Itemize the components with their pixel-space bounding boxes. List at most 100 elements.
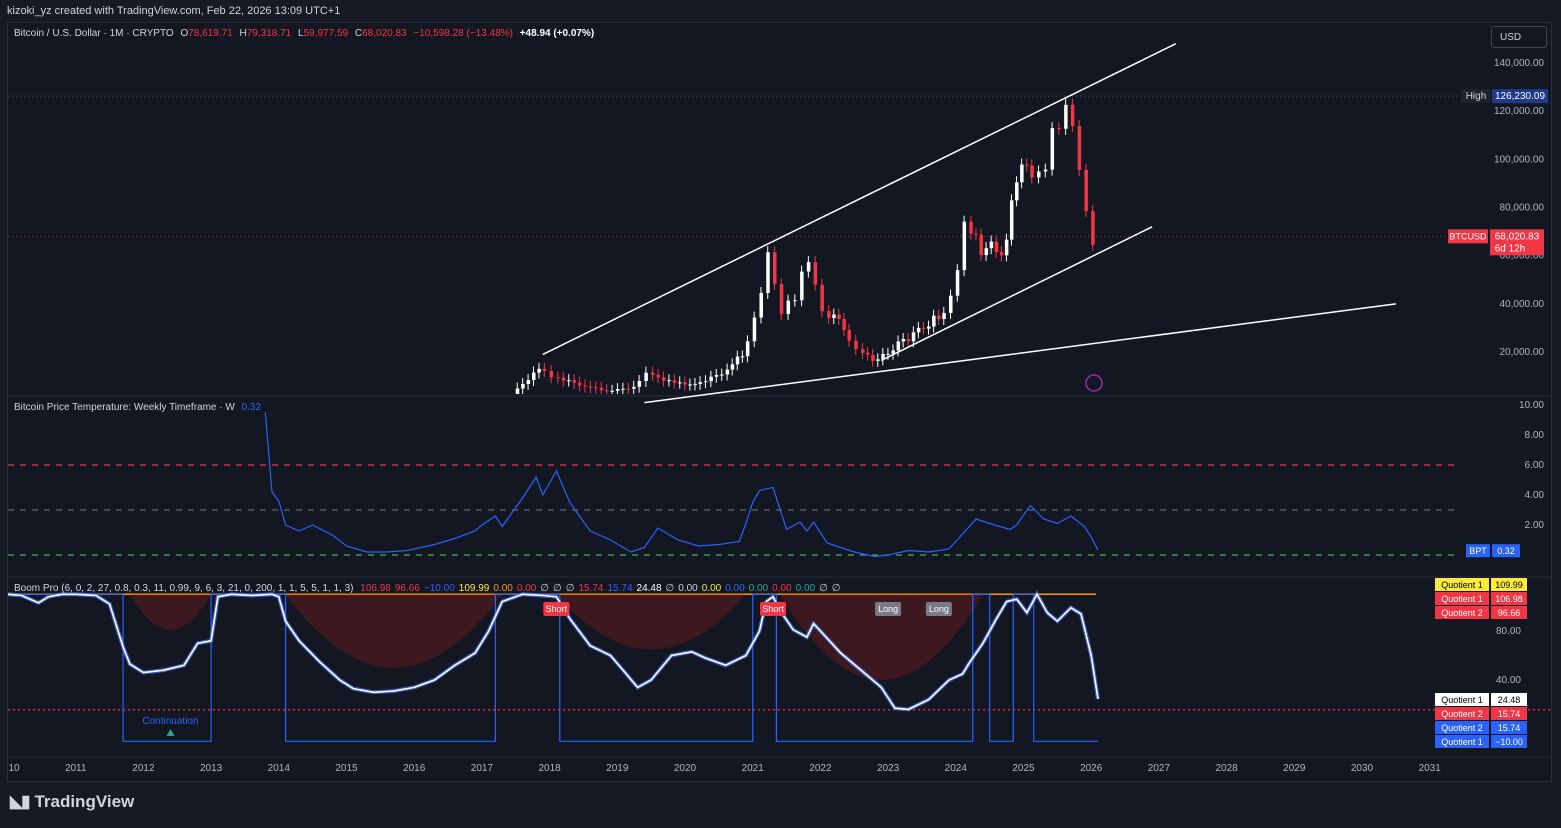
long-signal: Long xyxy=(875,602,902,616)
quotient-tag-label-bg xyxy=(1435,693,1489,706)
quotient-tag-label-bg xyxy=(1435,606,1489,619)
price-tick-label: 40,000.00 xyxy=(1500,299,1545,310)
candle xyxy=(720,374,724,376)
short-signal: Short xyxy=(543,602,570,616)
candle xyxy=(1009,200,1014,240)
time-tick-label: 2028 xyxy=(1215,763,1238,774)
boom-legend-value: 0.00 xyxy=(516,583,537,594)
price-tick-label: 100,000.00 xyxy=(1494,154,1544,165)
candle xyxy=(759,292,763,318)
time-tick-label: 2023 xyxy=(877,763,900,774)
bpt-tick-label: 4.00 xyxy=(1525,490,1545,501)
signal-label: Long xyxy=(878,604,898,614)
signal-badge xyxy=(543,602,570,616)
candle xyxy=(561,377,566,381)
bpt-tick-label: 2.00 xyxy=(1525,520,1545,531)
boom-tick-label: 80.00 xyxy=(1496,626,1521,637)
quotient-tag: Quotient 2 15.74 xyxy=(1435,721,1527,734)
boom-band xyxy=(556,594,746,650)
candle xyxy=(626,388,631,390)
signal-badge xyxy=(875,602,902,616)
candle xyxy=(542,368,547,371)
boom-legend[interactable]: Boom Pro (6, 0, 2, 27, 0.8, 0.3, 11, 0.9… xyxy=(14,583,845,594)
boom-tick-label: 40.00 xyxy=(1496,675,1521,686)
axes: 140,000.00 120,000.00 100,000.00 80,000.00 6… xyxy=(8,58,1548,774)
bpt-title[interactable]: Bitcoin Price Temperature: Weekly Timefr… xyxy=(14,402,235,413)
close-label: C xyxy=(354,28,363,39)
candle xyxy=(605,390,609,392)
candle xyxy=(871,354,875,361)
continuation-arrow-icon xyxy=(166,729,175,736)
candle xyxy=(901,339,906,342)
bpt-legend[interactable]: Bitcoin Price Temperature: Weekly Timefr… xyxy=(14,402,265,413)
candle xyxy=(766,252,770,293)
tradingview-logo[interactable]: ◣▮ TradingView xyxy=(10,792,134,812)
candle xyxy=(886,353,890,355)
boom-legend-value: 0.00 xyxy=(748,583,769,594)
quotient-tag-value-bg xyxy=(1491,735,1527,748)
chart-area[interactable] xyxy=(7,22,1552,782)
continuation-label: Continuation xyxy=(142,716,198,727)
bpt-tick-label: 10.00 xyxy=(1519,400,1544,411)
high-value: 79,318.71 xyxy=(246,28,292,39)
lower-channel-line xyxy=(880,226,1153,362)
quotient-tag-value-bg xyxy=(1491,707,1527,720)
candle xyxy=(632,386,636,389)
candle xyxy=(773,252,777,285)
short-signal: Short xyxy=(760,602,787,616)
boom-legend-value: ∅ xyxy=(831,583,841,594)
boom-legend-value: 0.00 xyxy=(701,583,722,594)
quotient-tag-value-bg xyxy=(1491,693,1527,706)
currency-button[interactable]: USD xyxy=(1491,26,1547,48)
main-legend[interactable]: Bitcoin / U.S. Dollar · 1M · CRYPTO O78,… xyxy=(14,28,598,39)
candle xyxy=(637,380,642,387)
candle xyxy=(644,372,648,381)
boom-legend-value: 0.00 xyxy=(725,583,745,594)
low-value: 59,977.59 xyxy=(303,28,349,39)
candle xyxy=(927,326,931,329)
candle xyxy=(800,271,804,301)
price-tag-countdown: 6d 12h xyxy=(1495,243,1526,254)
boom-legend-value: ∅ xyxy=(665,583,675,594)
boom-legend-value: 15.74 xyxy=(578,583,604,594)
candle xyxy=(891,350,895,354)
candle xyxy=(994,241,999,252)
candle xyxy=(969,221,973,234)
price-tag-value: 68,020.83 xyxy=(1495,231,1540,242)
candle xyxy=(661,377,666,381)
candle xyxy=(1050,128,1055,170)
signal-badge xyxy=(925,602,952,616)
candle xyxy=(820,284,824,312)
quotient-tag: Quotient 1 24.48 xyxy=(1435,693,1527,706)
candle xyxy=(1070,104,1075,127)
tradingview-logo-icon: ◣▮ xyxy=(10,792,30,811)
candle xyxy=(610,390,615,392)
boom-oscillator-line xyxy=(7,592,1099,711)
candle xyxy=(921,327,926,329)
candle xyxy=(876,359,880,361)
signal-label: Short xyxy=(762,604,784,614)
quotient-tag-value-bg xyxy=(1491,721,1527,734)
extra-value: +48.94 (+0.07%) xyxy=(519,28,595,39)
quotient-tag-label-bg xyxy=(1435,735,1489,748)
time-tick-label: 2019 xyxy=(606,763,629,774)
quotient-tag-value-bg xyxy=(1491,606,1527,619)
high-tag-value-bg xyxy=(1492,89,1548,104)
candle xyxy=(786,300,791,314)
candle xyxy=(955,270,960,296)
quotient-tag-label-bg xyxy=(1435,721,1489,734)
time-tick-label: 2026 xyxy=(1080,763,1103,774)
quotient-tag-value-bg xyxy=(1491,592,1527,605)
candle xyxy=(861,349,865,353)
symbol-label[interactable]: Bitcoin / U.S. Dollar · 1M · CRYPTO xyxy=(14,28,174,39)
time-tick-label: 2024 xyxy=(945,763,968,774)
chart-canvas[interactable]: Short Short Long Long Continuation 140,000.0… xyxy=(0,0,1561,790)
candle xyxy=(678,382,682,384)
candle xyxy=(683,382,687,385)
candle xyxy=(521,384,525,389)
long-support-line xyxy=(644,303,1396,404)
time-tick-label: 2029 xyxy=(1283,763,1306,774)
boom-legend-value: 15.74 xyxy=(607,583,633,594)
boom-title[interactable]: Boom Pro (6, 0, 2, 27, 0.8, 0.3, 11, 0.9… xyxy=(14,583,354,594)
time-tick-label: 2014 xyxy=(268,763,291,774)
